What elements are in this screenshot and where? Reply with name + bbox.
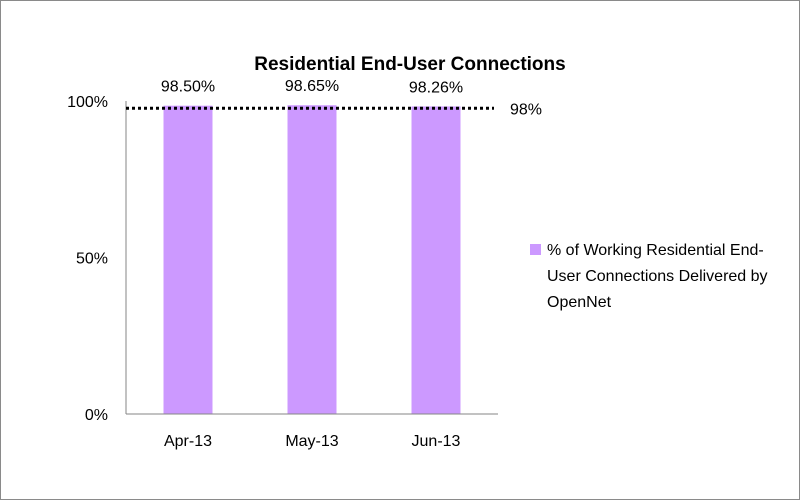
y-tick-label: 50% [76, 251, 108, 268]
legend: % of Working Residential End-User Connec… [530, 238, 790, 316]
data-label: 98.26% [409, 79, 463, 96]
data-label: 98.65% [285, 78, 339, 95]
x-tick-label: Apr-13 [164, 433, 212, 450]
bar-jun-13 [411, 106, 461, 414]
chart-title: Residential End-User Connections [254, 54, 565, 75]
x-tick-label: May-13 [285, 433, 338, 450]
bar-may-13 [287, 105, 337, 415]
y-tick-label: 100% [67, 94, 108, 111]
legend-label: % of Working Residential End-User Connec… [547, 242, 768, 311]
data-label: 98.50% [161, 79, 215, 96]
x-tick-label: Jun-13 [412, 433, 461, 450]
bar-apr-13 [163, 105, 213, 414]
legend-swatch [530, 244, 541, 255]
target-reference-label: 98% [510, 101, 542, 118]
y-tick-label: 0% [85, 407, 108, 424]
